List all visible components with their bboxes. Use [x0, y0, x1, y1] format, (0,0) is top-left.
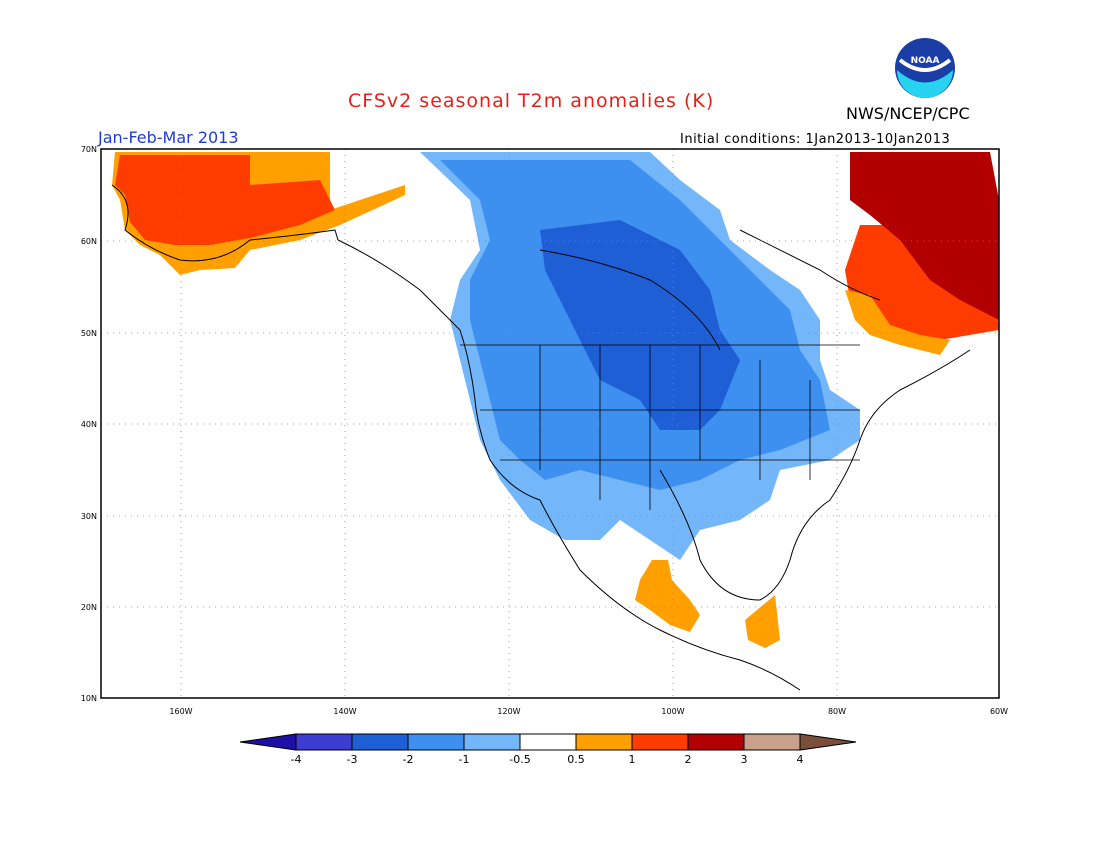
colorbar: -4 -3 -2 -1 -0.5 0.5 1 2 3 4 — [239, 733, 857, 766]
longitude-labels: 160W 140W 120W 100W 80W 60W — [169, 707, 1008, 716]
map-panel — [100, 148, 1000, 699]
lon-label: 160W — [169, 707, 192, 716]
chart-title: CFSv2 seasonal T2m anomalies (K) — [348, 90, 715, 112]
lat-label: 40N — [81, 420, 97, 429]
colorbar-swatch — [351, 733, 409, 751]
lon-label: 80W — [828, 707, 846, 716]
colorbar-low-arrow — [239, 733, 297, 751]
colorbar-swatch — [743, 733, 801, 751]
colorbar-swatch — [631, 733, 689, 751]
lat-label: 10N — [81, 694, 97, 703]
colorbar-high-arrow — [799, 733, 857, 751]
agency-label: NWS/NCEP/CPC — [846, 104, 970, 123]
colorbar-tick-label: 4 — [797, 753, 804, 766]
central-america-warm-region — [745, 595, 780, 648]
lon-label: 120W — [497, 707, 520, 716]
map-frame — [100, 148, 1000, 699]
canada-cold-core-region — [540, 220, 740, 430]
colorbar-tick-label: 3 — [741, 753, 748, 766]
noaa-logo-icon: NOAA — [895, 38, 955, 98]
lon-label: 60W — [990, 707, 1008, 716]
lat-label: 30N — [81, 512, 97, 521]
colorbar-tick-label: 2 — [685, 753, 692, 766]
colorbar-swatch — [519, 733, 577, 751]
coastlines — [111, 184, 971, 691]
colorbar-tick-label: -3 — [347, 753, 358, 766]
east-canada-strong-warm-region — [850, 152, 999, 320]
latitude-labels: 70N 60N 50N 40N 30N 20N 10N — [81, 145, 97, 703]
colorbar-tick-label: -0.5 — [509, 753, 530, 766]
mexico-warm-region — [635, 560, 700, 632]
colorbar-tick-label: 1 — [629, 753, 636, 766]
colorbar-tick-label: -2 — [403, 753, 414, 766]
lat-label: 20N — [81, 603, 97, 612]
noaa-logo-text: NOAA — [911, 56, 940, 66]
colorbar-tick-label: 0.5 — [567, 753, 585, 766]
colorbar-swatch — [463, 733, 521, 751]
lat-label: 50N — [81, 329, 97, 338]
lat-label: 70N — [81, 145, 97, 154]
initial-conditions-label: Initial conditions: 1Jan2013-10Jan2013 — [680, 132, 951, 147]
east-canada-margin-region — [845, 290, 950, 355]
colorbar-swatch — [295, 733, 353, 751]
colorbar-tick-label: -1 — [459, 753, 470, 766]
colorbar-swatch — [687, 733, 745, 751]
alaska-strong-warm-region — [115, 155, 335, 245]
colorbar-swatch — [575, 733, 633, 751]
lon-label: 100W — [661, 707, 684, 716]
season-label: Jan-Feb-Mar 2013 — [98, 128, 239, 147]
political-boundaries — [460, 344, 860, 510]
colorbar-swatch — [407, 733, 465, 751]
lon-label: 140W — [333, 707, 356, 716]
lat-label: 60N — [81, 237, 97, 246]
colorbar-tick-label: -4 — [291, 753, 302, 766]
